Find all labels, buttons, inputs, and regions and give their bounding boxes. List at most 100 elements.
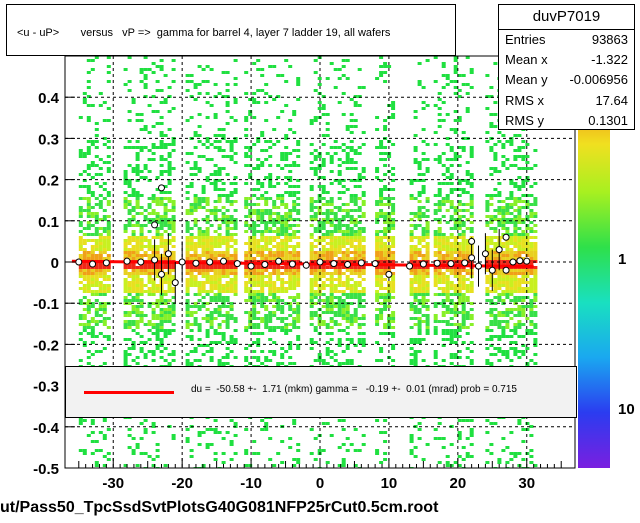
heatmap-cell [313,71,318,74]
heatmap-cell [379,314,384,317]
profile-points [75,184,531,304]
heatmap-cell [106,269,111,272]
heatmap-cell [197,65,202,68]
heatmap-cell [309,452,314,455]
heatmap-cell [345,248,350,251]
heatmap-cell [457,311,462,314]
heatmap-cell [225,251,230,254]
heatmap-cell [375,245,380,248]
heatmap-cell [321,281,326,284]
heatmap-cell [94,140,99,143]
heatmap-cell [209,245,214,248]
heatmap-cell [469,350,474,353]
heatmap-cell [155,335,160,338]
heatmap-cell [379,308,384,311]
heatmap-cell [465,314,470,317]
heatmap-cell [421,206,426,209]
heatmap-cell [213,308,218,311]
heatmap-cell [280,299,285,302]
heatmap-cell [127,314,132,317]
heatmap-cell [489,146,494,149]
heatmap-cell [155,203,160,206]
heatmap-cell [465,242,470,245]
heatmap-cell [268,458,273,461]
heatmap-cell [86,200,91,203]
heatmap-cell [185,440,190,443]
heatmap-cell [163,257,168,260]
heatmap-cell [337,269,342,272]
heatmap-cell [361,86,366,89]
heatmap-cell [185,254,190,257]
heatmap-cell [525,167,530,170]
heatmap-cell [205,443,210,446]
heatmap-cell [525,233,530,236]
heatmap-cell [497,458,502,461]
heatmap-cell [123,362,128,365]
heatmap-cell [82,257,87,260]
heatmap-cell [421,338,426,341]
heatmap-cell [268,65,273,68]
heatmap-cell [163,314,168,317]
heatmap-cell [163,275,168,278]
heatmap-cell [461,323,466,326]
heatmap-cell [248,326,253,329]
heatmap-cell [264,323,269,326]
heatmap-cell [417,224,422,227]
heatmap-cell [353,272,358,275]
heatmap-cell [102,305,107,308]
heatmap-cell [276,194,281,197]
heatmap-cell [288,185,293,188]
heatmap-cell [288,152,293,155]
heatmap-cell [268,311,273,314]
heatmap-cell [193,278,198,281]
heatmap-cell [252,281,257,284]
heatmap-cell [383,203,388,206]
heatmap-cell [341,314,346,317]
heatmap-cell [256,344,261,347]
heatmap-cell [123,353,128,356]
heatmap-cell [90,212,95,215]
heatmap-cell [501,275,506,278]
heatmap-cell [465,245,470,248]
heatmap-cell [94,335,99,338]
heatmap-cell [131,245,136,248]
heatmap-cell [337,239,342,242]
heatmap-cell [529,248,534,251]
heatmap-cell [155,227,160,230]
heatmap-cell [425,224,430,227]
heatmap-cell [337,308,342,311]
heatmap-cell [143,428,148,431]
heatmap-cell [357,296,362,299]
heatmap-cell [159,200,164,203]
heatmap-cell [205,215,210,218]
heatmap-cell [309,254,314,257]
heatmap-cell [217,167,222,170]
heatmap-cell [349,236,354,239]
heatmap-cell [309,185,314,188]
heatmap-cell [171,305,176,308]
heatmap-cell [525,290,530,293]
heatmap-cell [131,215,136,218]
heatmap-cell [525,215,530,218]
heatmap-cell [337,182,342,185]
heatmap-cell [325,341,330,344]
heatmap-cell [90,164,95,167]
heatmap-cell [517,155,522,158]
heatmap-cell [493,260,498,263]
heatmap-cell [171,236,176,239]
heatmap-cell [449,80,454,83]
heatmap-cell [417,179,422,182]
heatmap-cell [127,239,132,242]
heatmap-cell [217,239,222,242]
heatmap-cell [441,437,446,440]
heatmap-cell [86,281,91,284]
heatmap-cell [167,239,172,242]
heatmap-cell [409,284,414,287]
heatmap-cell [497,284,502,287]
heatmap-cell [159,326,164,329]
heatmap-cell [413,212,418,215]
heatmap-cell [82,275,87,278]
heatmap-cell [485,131,490,134]
heatmap-cell [513,275,518,278]
heatmap-cell [86,203,91,206]
